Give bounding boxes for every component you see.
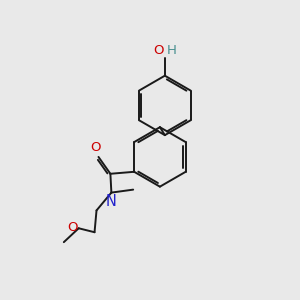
Text: N: N <box>106 194 117 208</box>
Text: O: O <box>67 221 78 234</box>
Text: O: O <box>153 44 164 57</box>
Text: O: O <box>90 141 101 154</box>
Text: H: H <box>167 44 177 57</box>
